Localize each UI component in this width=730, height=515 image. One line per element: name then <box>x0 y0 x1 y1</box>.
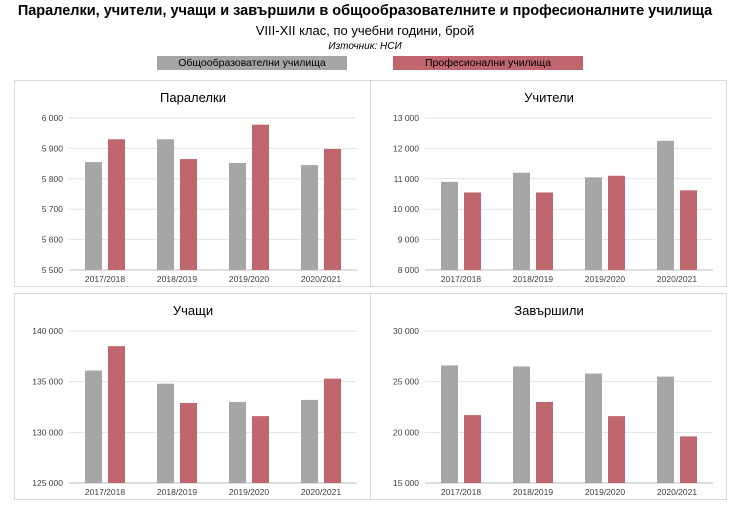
x-tick-label: 2020/2021 <box>657 274 697 284</box>
bar-vocational <box>252 416 269 483</box>
chart-title: Паралелки <box>160 90 226 105</box>
source-note: Източник: НСИ <box>328 41 402 52</box>
y-tick-label: 5 700 <box>42 204 64 214</box>
bar-general <box>513 172 530 270</box>
x-tick-label: 2018/2019 <box>513 274 553 284</box>
page-subtitle: VIII-XII клас, по учебни години, брой <box>255 23 475 38</box>
bar-vocational <box>252 124 269 270</box>
chart-panel-classes: Паралелки 5 500 5 600 5 700 5 800 5 900 6 000 2… <box>14 80 371 287</box>
y-tick-label: 11 000 <box>394 174 420 184</box>
bar-general <box>585 177 602 270</box>
bar-vocational <box>464 192 481 270</box>
bar-vocational <box>464 415 481 483</box>
y-tick-label: 8 000 <box>398 265 420 275</box>
chart-graduates: Завършили 15 000 20 000 25 000 30 000 2017/20… <box>393 303 713 497</box>
bar-general <box>513 366 530 483</box>
bar-general <box>157 383 174 483</box>
chart-students: Учащи 125 000 130 000 135 000 140 000 2017/20… <box>32 303 357 497</box>
bar-general <box>301 165 318 270</box>
x-tick-label: 2020/2021 <box>657 487 697 497</box>
bar-vocational <box>108 139 125 270</box>
x-tick-label: 2020/2021 <box>301 487 341 497</box>
x-tick-label: 2019/2020 <box>585 274 625 284</box>
bar-general <box>229 162 246 270</box>
bar-general <box>657 376 674 483</box>
chart-panel-students: Учащи 125 000 130 000 135 000 140 000 2017/20… <box>14 293 371 500</box>
bar-general <box>585 373 602 483</box>
bar-general <box>657 140 674 270</box>
x-tick-label: 2020/2021 <box>301 274 341 284</box>
y-tick-label: 125 000 <box>32 478 63 488</box>
legend-vocational-label: Професионални училища <box>424 57 552 69</box>
x-tick-label: 2017/2018 <box>441 274 481 284</box>
x-tick-label: 2017/2018 <box>441 487 481 497</box>
legend-general: Общообразователни училища <box>157 56 347 70</box>
chart-title: Завършили <box>514 303 583 318</box>
chart-panel-teachers: Учители 8 000 9 000 10 000 11 000 12 000 13 00… <box>370 80 727 287</box>
bar-vocational <box>108 346 125 483</box>
x-tick-label: 2017/2018 <box>85 487 125 497</box>
bar-general <box>229 401 246 483</box>
page-title: Паралелки, учители, учащи и завършили в … <box>17 3 713 19</box>
x-tick-label: 2018/2019 <box>157 274 197 284</box>
bar-vocational <box>324 149 341 270</box>
y-tick-label: 135 000 <box>32 377 63 387</box>
y-tick-label: 5 800 <box>42 174 64 184</box>
y-tick-label: 6 000 <box>42 113 64 123</box>
bar-vocational <box>324 378 341 483</box>
x-tick-label: 2018/2019 <box>513 487 553 497</box>
x-tick-label: 2019/2020 <box>585 487 625 497</box>
bar-vocational <box>680 190 697 270</box>
bar-vocational <box>180 159 197 270</box>
y-tick-label: 140 000 <box>32 326 63 336</box>
y-tick-label: 25 000 <box>393 377 419 387</box>
chart-title: Учащи <box>173 303 213 318</box>
bar-vocational <box>180 402 197 483</box>
y-tick-label: 15 000 <box>393 478 419 488</box>
y-tick-label: 9 000 <box>398 235 420 245</box>
legend-general-label: Общообразователни училища <box>178 57 326 69</box>
chart-teachers: Учители 8 000 9 000 10 000 11 000 12 000 13 00… <box>393 90 713 284</box>
bar-vocational <box>536 401 553 483</box>
bar-vocational <box>536 192 553 270</box>
y-tick-label: 10 000 <box>393 204 419 214</box>
x-tick-label: 2019/2020 <box>229 274 269 284</box>
bar-vocational <box>608 416 625 483</box>
bar-general <box>157 139 174 270</box>
y-tick-label: 5 600 <box>42 235 64 245</box>
x-tick-label: 2017/2018 <box>85 274 125 284</box>
bar-vocational <box>680 436 697 483</box>
bar-general <box>441 365 458 483</box>
bar-general <box>85 162 102 270</box>
x-tick-label: 2018/2019 <box>157 487 197 497</box>
bar-vocational <box>608 175 625 270</box>
y-tick-label: 30 000 <box>393 326 419 336</box>
y-tick-label: 13 000 <box>393 113 419 123</box>
y-tick-label: 5 500 <box>42 265 64 275</box>
chart-panel-graduates: Завършили 15 000 20 000 25 000 30 000 2017/20… <box>370 293 727 500</box>
y-tick-label: 130 000 <box>32 427 63 437</box>
legend-vocational: Професионални училища <box>393 56 583 70</box>
bar-general <box>85 370 102 483</box>
y-tick-label: 5 900 <box>42 143 64 153</box>
bar-general <box>441 181 458 270</box>
y-tick-label: 20 000 <box>393 427 419 437</box>
y-tick-label: 12 000 <box>393 143 419 153</box>
chart-title: Учители <box>524 90 574 105</box>
bar-general <box>301 399 318 483</box>
x-tick-label: 2019/2020 <box>229 487 269 497</box>
chart-classes: Паралелки 5 500 5 600 5 700 5 800 5 900 6 000 2… <box>42 90 357 284</box>
